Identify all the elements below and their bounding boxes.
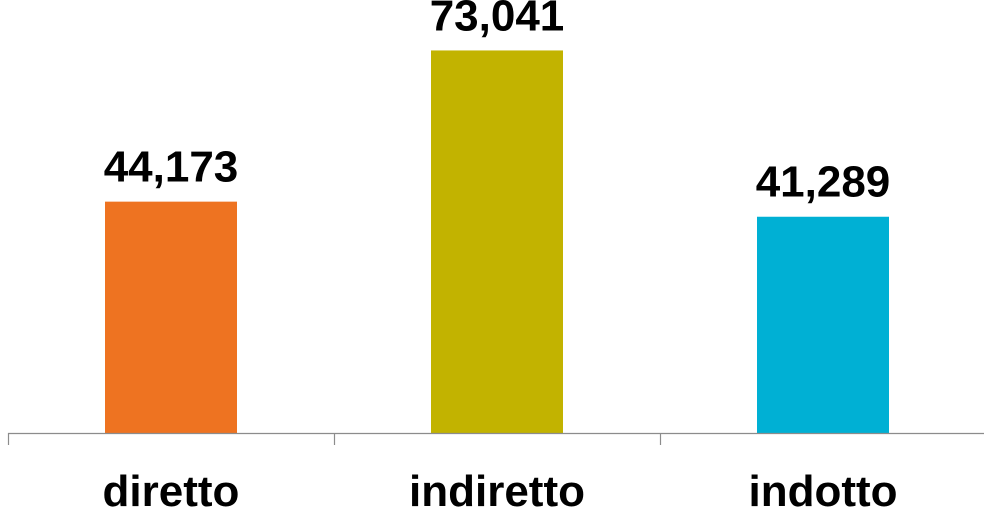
x-axis — [7, 432, 984, 445]
bars-layer — [105, 50, 889, 434]
category-label-indotto: indotto — [748, 467, 897, 511]
bar-diretto — [105, 201, 237, 433]
value-label-indotto: 41,289 — [756, 158, 891, 207]
category-label-diretto: diretto — [103, 467, 240, 511]
value-label-diretto: 44,173 — [104, 143, 239, 192]
bar-indiretto — [431, 50, 563, 434]
category-labels-layer: diretto indiretto indotto — [103, 467, 898, 511]
bar-indotto — [757, 216, 889, 433]
value-labels-layer: 44,173 73,041 41,289 — [104, 0, 891, 207]
value-label-indiretto: 73,041 — [430, 0, 565, 40]
category-label-indiretto: indiretto — [409, 467, 585, 511]
